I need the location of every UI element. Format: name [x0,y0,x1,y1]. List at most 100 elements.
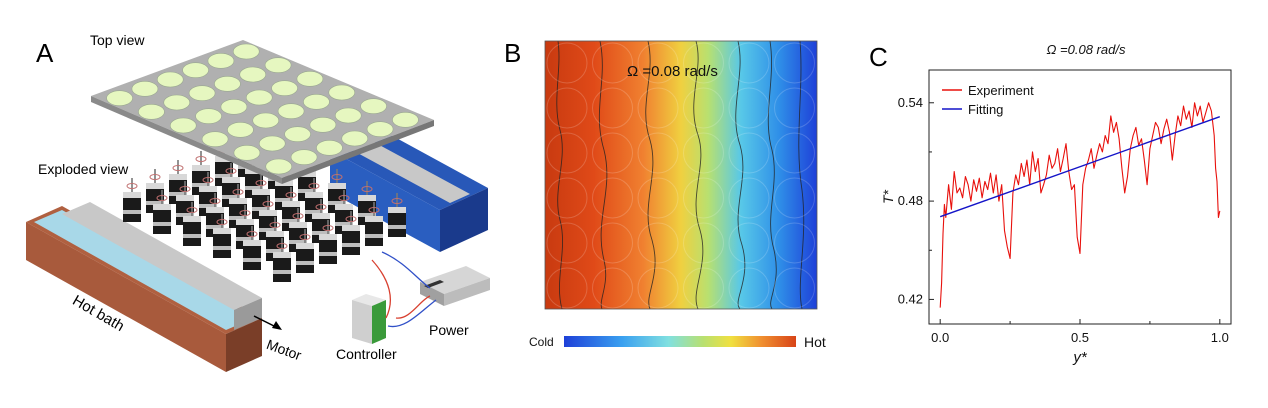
top-view-plate [91,40,434,184]
controller-label: Controller [336,346,397,362]
stepper-motor [123,178,141,222]
apparatus-illustration [26,40,490,372]
field-cell [774,177,815,219]
plate-cell [392,112,419,128]
plate-cells [106,43,419,175]
hot-bath [26,202,262,372]
plate-cell [290,149,318,165]
field-cell [592,87,633,129]
plate-cell [220,99,248,115]
plate-cell [258,135,286,152]
stepper-motor [213,214,231,258]
legend: Experiment Fitting [942,83,1034,117]
experiment-line [939,102,1221,308]
stepper-motor [273,238,291,282]
wires [371,251,437,328]
temperature-map: Ω =0.08 rad/s Cold Hot [529,40,826,350]
x-tick-label: 0.0 [931,330,949,345]
field-cell [728,42,770,84]
x-tick-label: 1.0 [1211,330,1229,345]
field-cell [637,42,679,84]
top-view-label: Top view [90,32,145,48]
colorbar [564,336,796,347]
field-cell [592,177,633,219]
plate-cell [195,108,222,124]
plate-cell [182,62,209,78]
plate-cell [264,57,292,73]
plate-cell [214,76,241,92]
field-cell [546,177,588,219]
field-cell [774,42,815,84]
field-cell [637,222,679,264]
stepper-motor [319,220,337,264]
panel-a-apparatus: A Top view Exploded view Cold bath Hot b… [0,0,500,408]
field-frame [544,40,818,310]
power-label: Power [429,322,469,338]
field-cell [683,42,724,84]
field-cell [683,87,724,129]
stepper-motor [183,202,201,246]
x-axis-label: y* [1072,349,1088,366]
plate-cell [316,140,343,156]
plate-cell [303,94,330,110]
plate-cell [163,94,191,111]
field-cell [728,222,770,264]
plate-cell [138,104,165,120]
chart-svg: Ω =0.08 rad/s 0.0 0.5 1.0 0.420.480.54 y* … [880,42,1232,366]
plate-cell [271,80,298,96]
field-cell [546,132,588,174]
plate-cell [232,43,260,60]
panel-b-omega-label: Ω =0.08 rad/s [627,63,718,80]
field-cell [728,132,770,174]
plate-cell [328,84,356,101]
colorbar-cold-label: Cold [529,335,554,349]
field-cell [592,267,633,309]
field-cell [592,222,633,264]
y-axis-label: T* [880,189,896,204]
panel-b-temperature-field: B [500,0,840,408]
plate-cell [239,66,267,83]
field-cell [774,87,815,129]
plate-cell [265,158,293,175]
y-tick-label: 0.42 [898,291,923,306]
motor-arrow [253,315,282,330]
plate-cell [245,89,273,106]
plate-cell [201,131,229,147]
stepper-motor [365,202,383,246]
plate-cell [284,126,311,142]
legend-label-experiment: Experiment [968,83,1034,98]
stepper-motor [296,229,314,273]
chart-title: Ω =0.08 rad/s [1047,42,1126,57]
plate-cell [334,107,362,124]
panel-c-letter: C [869,42,888,72]
field-cell [774,132,815,174]
stepper-motor [153,190,171,234]
chart-series [939,102,1221,308]
colorbar-hot-label: Hot [804,334,826,350]
power-supply-box [420,266,490,306]
panel-b-letter: B [504,38,522,68]
field-cell [683,222,724,264]
field-cell [683,267,724,309]
field-cell [728,87,770,129]
y-tick-label: 0.54 [898,95,923,110]
field-cell [637,177,679,219]
x-ticks: 0.0 0.5 1.0 [931,319,1229,345]
stepper-motor [388,193,406,237]
plate-cell [309,117,337,133]
plate-cell [131,81,159,97]
x-tick-label: 0.5 [1071,330,1089,345]
motor-grid [123,133,406,282]
plate-cell [233,145,261,161]
field-cell [637,87,679,129]
stepper-motor [243,226,261,270]
field-cell [546,42,588,84]
plate-cell [188,85,216,101]
field-cell [774,222,815,264]
legend-label-fitting: Fitting [968,102,1003,117]
plate-cell [341,130,369,147]
temperature-field [545,41,817,309]
field-cell [546,267,588,309]
field-cell [683,177,724,219]
plate-cell [227,122,254,138]
